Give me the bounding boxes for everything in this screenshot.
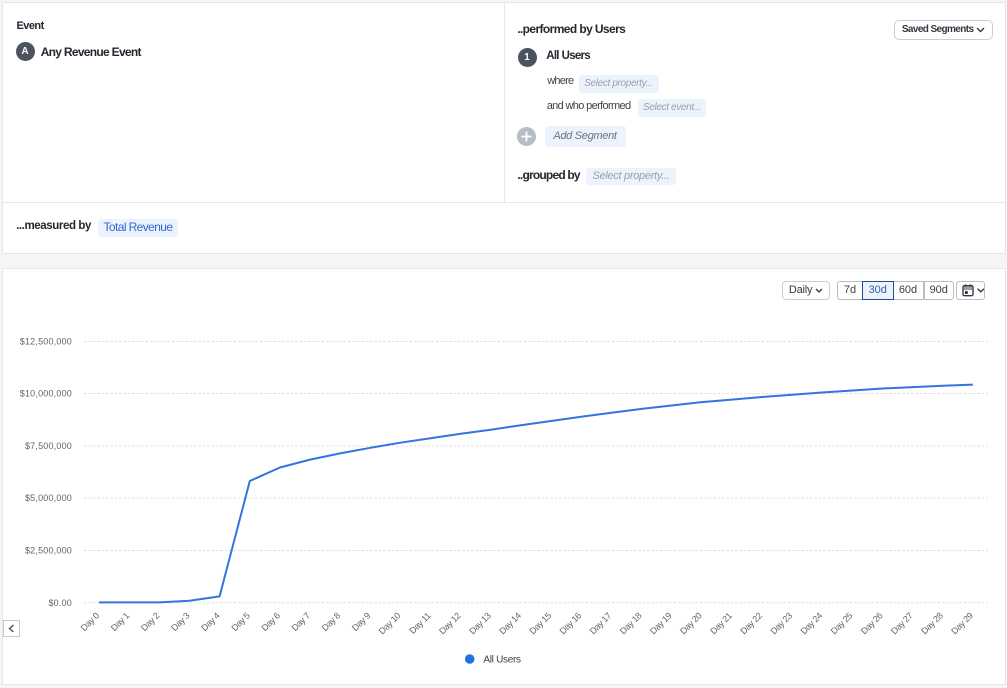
svg-text:Day 0: Day 0 (79, 610, 102, 633)
svg-text:Day 17: Day 17 (588, 610, 614, 636)
svg-text:$2,500,000: $2,500,000 (25, 546, 72, 556)
svg-text:Day 1: Day 1 (109, 610, 132, 633)
svg-text:Day 28: Day 28 (919, 610, 945, 636)
svg-text:$10,000,000: $10,000,000 (20, 389, 72, 399)
svg-text:Day 26: Day 26 (859, 610, 885, 636)
svg-text:Day 22: Day 22 (738, 610, 764, 636)
svg-text:$5,000,000: $5,000,000 (25, 493, 72, 503)
svg-text:Day 8: Day 8 (320, 610, 343, 633)
svg-text:Day 5: Day 5 (229, 610, 252, 633)
svg-text:Day 21: Day 21 (708, 610, 734, 636)
svg-text:Day 11: Day 11 (407, 610, 432, 635)
svg-text:Day 7: Day 7 (290, 610, 313, 633)
svg-text:Day 29: Day 29 (949, 610, 975, 636)
svg-text:Day 2: Day 2 (139, 610, 162, 633)
svg-text:Day 18: Day 18 (618, 610, 644, 636)
svg-text:Day 6: Day 6 (260, 610, 283, 633)
svg-text:Day 19: Day 19 (648, 610, 674, 636)
svg-text:$0.00: $0.00 (48, 598, 72, 608)
svg-text:Day 27: Day 27 (889, 610, 915, 636)
svg-text:Day 15: Day 15 (527, 610, 553, 636)
svg-text:Day 14: Day 14 (497, 610, 523, 636)
svg-text:Day 24: Day 24 (799, 610, 825, 636)
svg-text:Day 3: Day 3 (169, 610, 192, 633)
svg-text:Day 25: Day 25 (829, 610, 855, 636)
svg-text:Day 13: Day 13 (467, 610, 493, 636)
svg-text:Day 23: Day 23 (768, 610, 794, 636)
svg-text:Day 10: Day 10 (377, 610, 403, 636)
svg-text:Day 16: Day 16 (558, 610, 584, 636)
svg-text:Day 4: Day 4 (199, 610, 222, 633)
svg-text:Day 9: Day 9 (350, 610, 373, 633)
svg-text:$7,500,000: $7,500,000 (25, 441, 72, 451)
svg-text:Day 20: Day 20 (678, 610, 704, 636)
svg-text:Day 12: Day 12 (437, 610, 463, 636)
svg-text:All Users: All Users (483, 655, 521, 666)
svg-text:$12,500,000: $12,500,000 (20, 337, 72, 347)
